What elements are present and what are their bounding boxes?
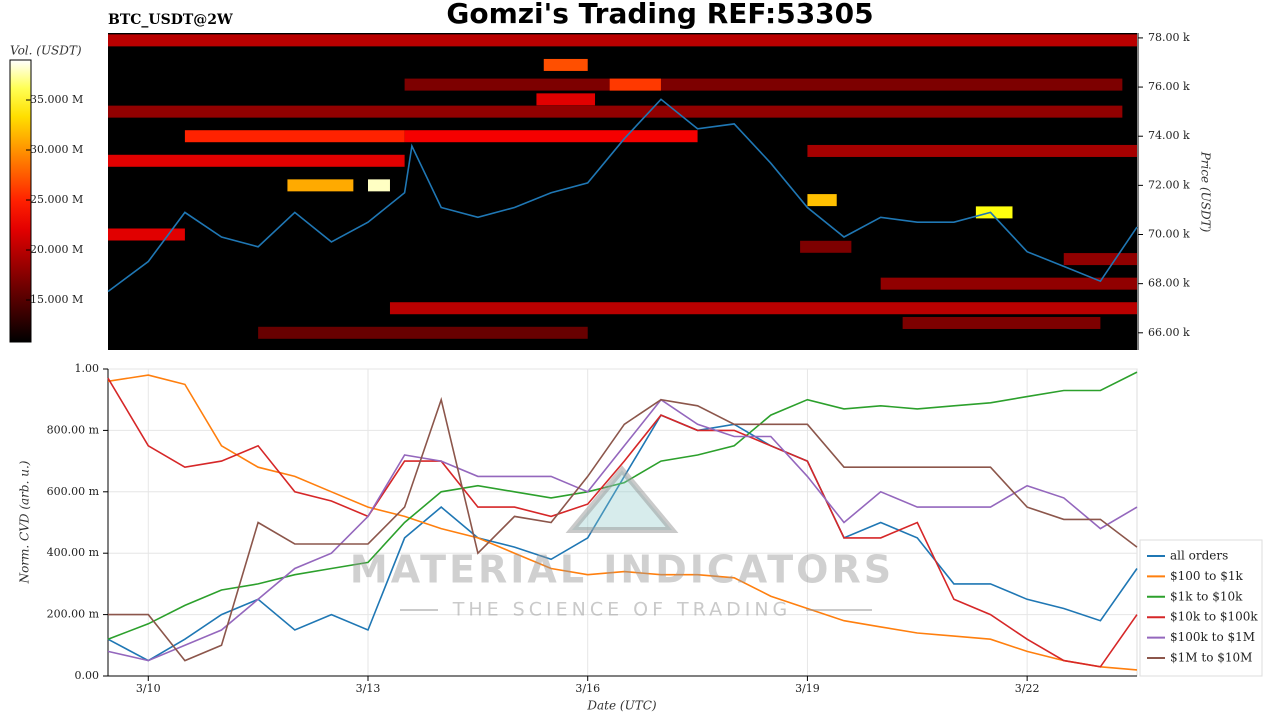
liquidity-band <box>536 93 596 106</box>
y2-axis-label: Price (USDT) <box>1199 151 1213 233</box>
liquidity-band <box>543 58 588 71</box>
liquidity-band <box>807 144 1137 157</box>
colorbar-tick-label: 25.000 M <box>30 193 83 206</box>
liquidity-band <box>880 277 1137 290</box>
liquidity-band <box>258 326 588 339</box>
legend-label: $1M to $10M <box>1170 651 1252 665</box>
liquidity-band <box>1063 253 1137 266</box>
y-tick-label: 600.00 m <box>47 485 100 498</box>
y2-tick-label: 70.00 k <box>1148 228 1190 241</box>
y2-tick-label: 68.00 k <box>1148 277 1190 290</box>
liquidity-band <box>807 194 837 207</box>
watermark: MATERIAL INDICATORS THE SCIENCE OF TRADI… <box>350 465 894 621</box>
y-tick-label: 400.00 m <box>47 546 100 559</box>
cvd-line <box>107 398 1138 662</box>
legend-label: $100 to $1k <box>1170 569 1243 583</box>
cvd-line <box>107 374 1138 671</box>
legend-label: $100k to $1M <box>1170 630 1255 644</box>
watermark-text: MATERIAL INDICATORS <box>350 548 894 592</box>
liquidity-band <box>108 154 405 167</box>
legend <box>1139 539 1263 677</box>
liquidity-band <box>404 130 698 143</box>
liquidity-band <box>184 130 405 143</box>
y-axis-label: Norm. CVD (arb. u.) <box>18 460 32 584</box>
cvd-line <box>108 396 1138 662</box>
chart-title: Gomzi's Trading REF:53305 <box>446 0 873 30</box>
y2-tick-label: 76.00 k <box>1148 80 1190 93</box>
legend-label: $10k to $100k <box>1170 610 1258 624</box>
x-tick-label: 3/16 <box>575 682 600 695</box>
colorbar-tick-label: 30.000 M <box>30 143 83 156</box>
y2-tick-label: 78.00 k <box>1148 31 1190 44</box>
y2-tick-label: 66.00 k <box>1148 326 1190 339</box>
legend-label: $1k to $10k <box>1170 589 1243 603</box>
liquidity-band <box>389 302 1137 315</box>
colorbar-tick-label: 20.000 M <box>30 243 83 256</box>
y2-tick-label: 72.00 k <box>1148 178 1190 191</box>
liquidity-band <box>108 34 1137 47</box>
liquidity-band <box>609 78 661 91</box>
x-tick-label: 3/19 <box>795 682 820 695</box>
colorbar <box>9 59 32 343</box>
y-tick-label: 1.00 <box>75 362 100 375</box>
liquidity-band <box>108 105 1123 118</box>
liquidity-band <box>108 228 185 241</box>
watermark-tagline: THE SCIENCE OF TRADING <box>452 599 792 621</box>
y-tick-label: 200.00 m <box>47 608 100 621</box>
colorbar-tick-label: 35.000 M <box>30 93 83 106</box>
liquidity-band <box>287 179 354 192</box>
liquidity-band <box>800 240 852 253</box>
x-tick-label: 3/22 <box>1015 682 1040 695</box>
cvd-line <box>107 377 1138 668</box>
chart-subtitle: BTC_USDT@2W <box>108 12 233 28</box>
colorbar-label: Vol. (USDT) <box>10 44 82 58</box>
y2-tick-label: 74.00 k <box>1148 129 1190 142</box>
x-tick-label: 3/10 <box>136 682 161 695</box>
x-axis-label: Date (UTC) <box>586 699 656 713</box>
legend-label: all orders <box>1170 549 1228 563</box>
liquidity-band <box>902 316 1101 329</box>
price-line <box>107 98 1138 293</box>
y-tick-label: 0.00 <box>75 669 100 682</box>
y-tick-label: 800.00 m <box>47 423 100 436</box>
watermark-logo <box>565 465 679 533</box>
liquidity-band <box>367 179 390 192</box>
colorbar-tick-label: 15.000 M <box>30 293 83 306</box>
x-tick-label: 3/13 <box>356 682 381 695</box>
liquidity-band <box>975 206 1013 219</box>
liquidity-band <box>404 78 1123 91</box>
